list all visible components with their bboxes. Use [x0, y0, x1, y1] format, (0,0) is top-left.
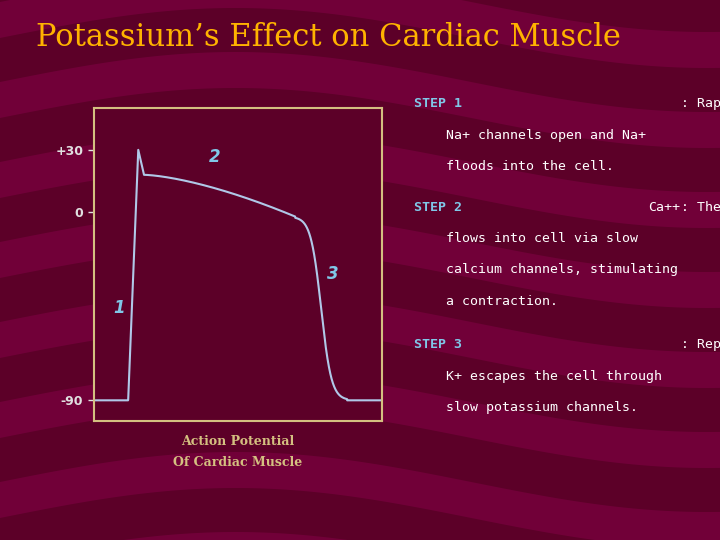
Text: 1: 1 — [114, 299, 125, 316]
Text: STEP 2: STEP 2 — [414, 200, 462, 213]
Text: STEP 3: STEP 3 — [414, 339, 462, 352]
Text: 3: 3 — [327, 265, 338, 283]
Text: calcium channels, stimulating: calcium channels, stimulating — [414, 263, 678, 276]
Text: Ca++: Ca++ — [648, 200, 680, 213]
Text: floods into the cell.: floods into the cell. — [414, 160, 614, 173]
Text: slow potassium channels.: slow potassium channels. — [414, 401, 638, 414]
Text: : Rapid Depolarization: : Rapid Depolarization — [681, 97, 720, 110]
Text: Action Potential: Action Potential — [181, 435, 294, 448]
Text: Potassium’s Effect on Cardiac Muscle: Potassium’s Effect on Cardiac Muscle — [36, 22, 621, 52]
Text: Na+ channels open and Na+: Na+ channels open and Na+ — [414, 129, 646, 141]
Text: STEP 1: STEP 1 — [414, 97, 462, 110]
Text: K+ escapes the cell through: K+ escapes the cell through — [414, 370, 662, 383]
Text: : The Plateau: : The Plateau — [681, 200, 720, 213]
Text: : Repolarization: : Repolarization — [681, 339, 720, 352]
Text: a contraction.: a contraction. — [414, 294, 558, 307]
Text: flows into cell via slow: flows into cell via slow — [414, 232, 638, 245]
Text: 2: 2 — [209, 148, 220, 166]
Text: Of Cardiac Muscle: Of Cardiac Muscle — [173, 456, 302, 469]
